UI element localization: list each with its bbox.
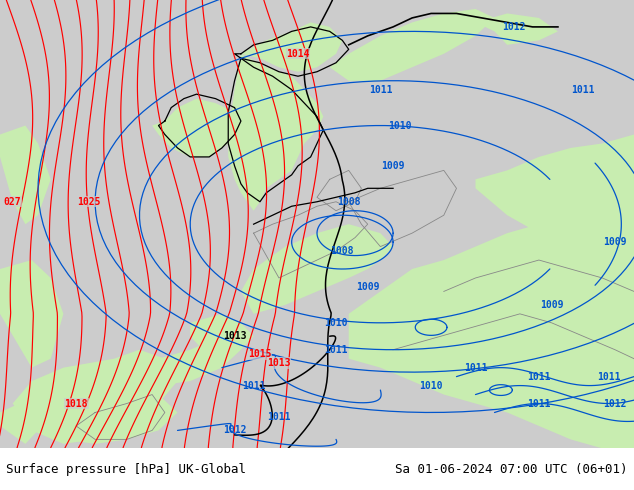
Polygon shape xyxy=(228,54,323,211)
Text: 1009: 1009 xyxy=(356,282,380,292)
Text: 1025: 1025 xyxy=(77,197,101,207)
Text: 1008: 1008 xyxy=(330,246,354,256)
Text: Sa 01-06-2024 07:00 UTC (06+01): Sa 01-06-2024 07:00 UTC (06+01) xyxy=(395,463,628,476)
Polygon shape xyxy=(0,404,38,444)
Polygon shape xyxy=(228,23,342,72)
Text: 1014: 1014 xyxy=(286,49,310,59)
Text: 1009: 1009 xyxy=(540,300,564,310)
Polygon shape xyxy=(241,224,393,314)
Text: 1008: 1008 xyxy=(337,197,361,207)
Text: 1010: 1010 xyxy=(324,318,348,328)
Text: 1009: 1009 xyxy=(603,237,627,247)
Text: 1012: 1012 xyxy=(603,398,627,409)
Text: 1013: 1013 xyxy=(267,358,291,368)
Text: 1012: 1012 xyxy=(501,22,526,32)
Polygon shape xyxy=(349,202,634,448)
Text: 1011: 1011 xyxy=(324,344,348,355)
Text: 1009: 1009 xyxy=(381,161,405,171)
Text: 1015: 1015 xyxy=(248,349,272,359)
Polygon shape xyxy=(152,98,241,157)
Polygon shape xyxy=(330,9,495,81)
Text: 1010: 1010 xyxy=(387,121,411,130)
Text: 1018: 1018 xyxy=(64,398,88,409)
Polygon shape xyxy=(13,350,178,444)
Polygon shape xyxy=(190,314,254,359)
Text: 1011: 1011 xyxy=(463,363,488,373)
Text: 027: 027 xyxy=(4,197,22,207)
Polygon shape xyxy=(476,135,634,233)
Text: 1011: 1011 xyxy=(571,85,595,95)
Text: 1011: 1011 xyxy=(242,381,266,391)
Text: 1011: 1011 xyxy=(597,371,621,382)
Text: 1013: 1013 xyxy=(223,331,247,341)
Polygon shape xyxy=(139,336,241,386)
Polygon shape xyxy=(0,260,63,368)
Text: 1012: 1012 xyxy=(223,425,247,436)
Polygon shape xyxy=(51,394,178,444)
Text: 1010: 1010 xyxy=(419,381,443,391)
Text: 1011: 1011 xyxy=(527,371,551,382)
Polygon shape xyxy=(476,13,558,45)
Text: 1011: 1011 xyxy=(267,412,291,422)
Text: 1011: 1011 xyxy=(368,85,392,95)
Polygon shape xyxy=(0,125,51,224)
Text: Surface pressure [hPa] UK-Global: Surface pressure [hPa] UK-Global xyxy=(6,463,247,476)
Text: 1011: 1011 xyxy=(527,398,551,409)
